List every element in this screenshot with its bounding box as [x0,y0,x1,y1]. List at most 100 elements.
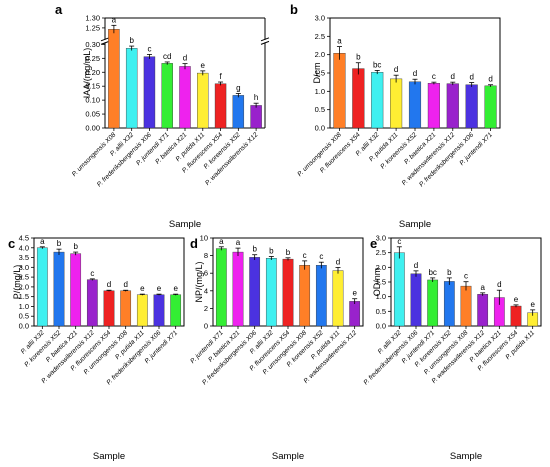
bar [484,85,497,129]
significance-letter: b [356,53,361,62]
y-tick-label: 0.5 [376,307,386,316]
bar [299,265,311,327]
bar [333,53,346,129]
y-tick-label: 2.5 [376,248,386,257]
significance-letter: e [140,284,145,293]
y-tick-label: 0.0 [376,322,386,331]
significance-letter: a [236,238,241,247]
significance-letter: e [157,284,162,293]
bar [408,81,422,129]
bar [103,290,115,327]
significance-letter: f [219,72,222,81]
y-tick-label: 8 [204,251,208,260]
y-axis-label: D/cm [312,63,322,84]
y-tick-label: 1.0 [376,292,386,301]
y-tick-label: 2.0 [315,50,325,59]
bar [53,251,65,327]
significance-letter: b [286,248,291,257]
bar [410,273,422,327]
bar [125,48,138,129]
bar [446,83,459,129]
significance-letter: d [394,65,398,74]
y-tick-label: 0.5 [315,105,325,114]
bar [371,72,384,129]
panel-label: d [190,236,198,251]
panel-label: a [55,2,63,17]
y-tick-label: 2 [204,304,208,313]
y-tick-label: 0.05 [85,110,100,119]
significance-letter: a [219,237,224,246]
y-tick-label: 0.10 [85,96,100,105]
significance-letter: c [464,272,468,281]
x-axis-label: Sample [272,451,304,462]
x-axis-label: Sample [399,219,431,230]
y-tick-label: 1.30 [85,14,100,23]
significance-letter: b [447,268,452,277]
y-tick-label: 0.0 [19,322,29,331]
y-tick-label: 2.0 [19,282,29,291]
bar [477,294,489,327]
y-tick-label: 3.0 [315,14,325,23]
y-tick-label: 1.5 [315,69,325,78]
panel-label: b [290,2,298,17]
panel-label: e [370,236,377,251]
y-tick-label: 2.0 [376,263,386,272]
significance-letter: c [397,237,401,246]
significance-letter: b [57,239,62,248]
bar [179,66,191,129]
bar [250,105,262,129]
y-tick-label: 0.0 [315,124,325,133]
significance-letter: d [336,257,340,266]
y-tick-label: 1.0 [315,87,325,96]
bar [120,290,132,327]
y-tick-label: 1.5 [376,278,386,287]
y-tick-label: 0.20 [85,68,100,77]
bar [315,265,327,327]
y-tick-label: 0.00 [85,124,100,133]
bar [332,270,344,327]
bar [232,95,245,129]
bar [443,281,455,327]
y-tick-label: 4 [204,286,208,295]
panel-c: cP/(mg/L)Sample0.00.51.01.52.02.53.03.54… [8,234,185,462]
significance-letter: c [432,72,436,81]
bar [465,84,478,129]
significance-letter: b [129,36,134,45]
bar [265,258,277,327]
significance-letter: h [254,93,258,102]
bar [153,294,165,327]
y-tick-label: 1.5 [19,292,29,301]
bar [352,68,365,129]
y-tick-label: 2.5 [315,32,325,41]
bar [70,253,82,327]
bar [427,83,440,129]
y-tick-label: 6 [204,269,208,278]
significance-letter: c [319,252,323,261]
y-tick-label: 4.5 [19,234,29,243]
bar [170,294,182,327]
bar [197,72,209,129]
significance-letter: d [469,73,473,82]
bar [161,63,173,129]
significance-letter: bc [373,60,381,69]
y-tick-label: 0.25 [85,54,100,63]
significance-letter: d [451,72,455,81]
bar [215,248,227,327]
significance-letter: d [414,261,418,270]
significance-letter: a [337,37,342,46]
y-tick-label: 10 [200,234,208,243]
panel-a: a IAA/(mg/mL) Sample 0.00 0.05 0.10 0.15 0.20 0.… [55,2,270,230]
bar [510,305,522,327]
axis-break-mark [260,37,270,42]
significance-letter: c [90,269,94,278]
y-tick-label: 0.15 [85,82,100,91]
x-axis-label: Sample [169,219,201,230]
bar [143,56,156,129]
significance-letter: b [252,245,257,254]
bar [108,29,120,129]
y-axis-label: NP/(mg/L) [194,261,204,302]
bar [390,78,403,129]
y-axis-label: OD/nm [372,268,382,297]
